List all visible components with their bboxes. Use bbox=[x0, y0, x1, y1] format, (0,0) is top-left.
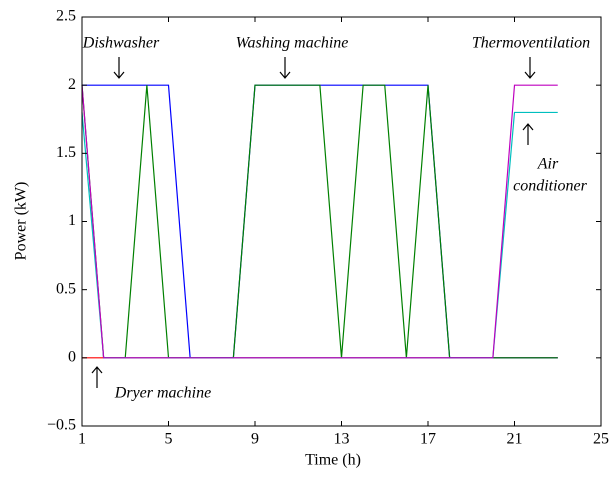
y-tick-label: 1 bbox=[68, 212, 76, 229]
annotation: Washing machine bbox=[236, 35, 349, 52]
annotation: Dryer machine bbox=[114, 385, 211, 402]
arrow bbox=[113, 57, 125, 79]
y-tick-label: 0.5 bbox=[56, 280, 76, 297]
annotation: Thermoventilation bbox=[472, 35, 590, 52]
annotation: Dishwasher bbox=[82, 35, 160, 52]
plot bbox=[81, 84, 558, 359]
y-tick-label: 2 bbox=[68, 76, 76, 93]
annotation: conditioner bbox=[513, 178, 588, 195]
y-tick-label: 0 bbox=[68, 349, 76, 366]
y-tick-label: 2.5 bbox=[56, 8, 76, 25]
x-tick-label: 9 bbox=[251, 431, 259, 448]
x-tick-label: 13 bbox=[334, 431, 350, 448]
arrow bbox=[522, 123, 534, 145]
plot-area bbox=[82, 17, 601, 426]
arrow bbox=[91, 366, 103, 388]
x-axis-label: Time (h) bbox=[305, 452, 361, 469]
series-line bbox=[81, 84, 558, 359]
annotation: Air bbox=[537, 156, 559, 173]
arrows bbox=[91, 57, 536, 388]
arrow bbox=[524, 57, 536, 79]
x-tick-label: 1 bbox=[78, 431, 86, 448]
arrow bbox=[279, 57, 291, 79]
x-tick-label: 25 bbox=[593, 431, 609, 448]
x-tick-label: 17 bbox=[420, 431, 436, 448]
y-tick-label: 1.5 bbox=[56, 144, 76, 161]
x-tick-label: 21 bbox=[507, 431, 523, 448]
x-tick-label: 5 bbox=[165, 431, 173, 448]
y-tick-label: −0.5 bbox=[47, 417, 76, 434]
y-axis-label: Power (kW) bbox=[13, 182, 30, 261]
